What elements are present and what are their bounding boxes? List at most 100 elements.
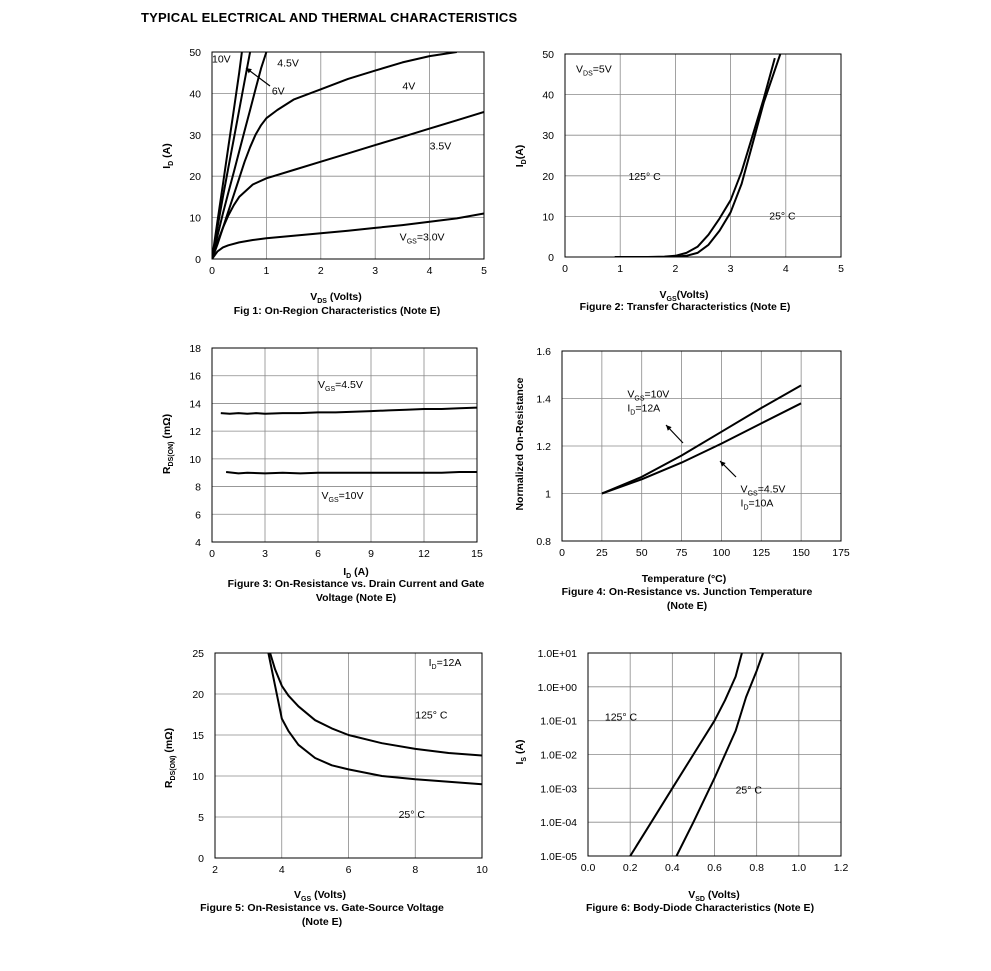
x-tick-label: 5 (481, 265, 487, 277)
x-tick-label: 0 (209, 548, 215, 560)
series-line-4 (212, 52, 457, 259)
curve-label: VGS=3.0V (400, 231, 445, 245)
y-tick-label: 30 (189, 130, 201, 142)
x-tick-label: 50 (636, 547, 648, 559)
series-line-2 (601, 402, 802, 495)
annotation-arrowhead (666, 425, 672, 431)
y-tick-label: 1.4 (536, 394, 551, 406)
figure-caption: Fig 1: On-Region Characteristics (Note E… (234, 305, 441, 317)
x-tick-label: 4 (279, 864, 285, 876)
y-tick-label: 1.0E-01 (540, 716, 577, 728)
y-tick-label: 0 (195, 254, 201, 266)
plot-frame (564, 53, 842, 258)
curve-label: 3.5V (430, 140, 452, 152)
curve-label: 25° C (736, 785, 763, 797)
plot-frame (211, 51, 485, 260)
curve-label: VGS=10V (322, 490, 364, 504)
x-tick-label: 100 (713, 547, 731, 559)
y-tick-label: 5 (198, 812, 204, 824)
series-line-1 (614, 57, 776, 257)
figure-caption: Figure 3: On-Resistance vs. Drain Curren… (228, 578, 485, 590)
y-tick-label: 30 (542, 130, 554, 142)
y-tick-label: 10 (542, 211, 554, 223)
y-tick-label: 0 (548, 252, 554, 264)
y-axis-label: Normalized On-Resistance (514, 377, 526, 510)
plot-frame (587, 652, 842, 857)
x-tick-label: 75 (676, 547, 688, 559)
curve-label: 125° C (628, 171, 661, 183)
x-tick-label: 25 (596, 547, 608, 559)
y-tick-label: 18 (189, 343, 201, 355)
plot-frame (561, 350, 842, 542)
x-tick-label: 10 (476, 864, 488, 876)
x-tick-label: 125 (753, 547, 771, 559)
y-tick-label: 15 (192, 730, 204, 742)
x-tick-label: 150 (792, 547, 810, 559)
y-axis-label: IS (A) (514, 739, 528, 764)
y-tick-label: 10 (189, 213, 201, 225)
series-line-1 (629, 653, 743, 856)
x-axis-label: ID (A) (343, 566, 368, 580)
x-tick-label: 0 (209, 265, 215, 277)
y-axis-label: ID(A) (514, 145, 528, 168)
curve-label: VGS=4.5V (318, 379, 363, 393)
chart-4: 0 25 50 75 100 125 150 1750.811.21.41.6VGS=10VI… (514, 346, 850, 612)
y-tick-label: 1.0E-04 (540, 817, 577, 829)
y-tick-label: 20 (192, 689, 204, 701)
curve-label: VGS=10V (627, 388, 669, 402)
x-tick-label: 4 (783, 263, 789, 275)
series-line-2 (225, 471, 477, 475)
figure-caption-line2: Voltage (Note E) (316, 592, 396, 604)
series-line-1 (269, 653, 482, 757)
x-axis-label: VDS (Volts) (310, 291, 362, 305)
x-axis-label: Temperature (°C) (642, 573, 727, 585)
x-tick-label: 3 (728, 263, 734, 275)
x-tick-label: 1.2 (834, 862, 849, 874)
y-tick-label: 6 (195, 509, 201, 521)
x-tick-label: 0 (559, 547, 565, 559)
y-tick-label: 1.6 (536, 346, 551, 358)
y-tick-label: 1.2 (536, 441, 551, 453)
x-tick-label: 0.6 (707, 862, 722, 874)
series-line-2 (267, 653, 482, 786)
y-tick-label: 1 (545, 489, 551, 501)
y-axis-label: RDS(ON) (mΩ) (163, 728, 177, 788)
series-line-1 (601, 384, 802, 495)
curve-label: 25° C (399, 809, 426, 821)
y-tick-label: 50 (189, 47, 201, 59)
x-tick-label: 0.2 (623, 862, 638, 874)
figure-caption: Figure 5: On-Resistance vs. Gate-Source … (200, 902, 444, 914)
y-tick-label: 20 (189, 171, 201, 183)
series-line-5 (212, 111, 484, 259)
y-tick-label: 1.0E+00 (538, 682, 578, 694)
curve-label: VDS=5V (576, 63, 612, 77)
curve-label: 4.5V (277, 57, 299, 69)
y-tick-label: 10 (192, 771, 204, 783)
y-tick-label: 1.0E-03 (540, 783, 577, 795)
curve-label: ID=12A (429, 657, 462, 671)
x-tick-label: 0.0 (581, 862, 596, 874)
curve-label: 4V (402, 80, 415, 92)
series-line-1 (220, 406, 477, 415)
series-line-2 (631, 54, 782, 257)
chart-5: 2 4 6 8 10 0 5 10 15 20 25 ID=12A 125° C 25° C VGS (Vo… (163, 648, 488, 928)
x-tick-label: 0 (562, 263, 568, 275)
y-tick-label: 1.0E+01 (538, 648, 578, 660)
y-tick-label: 12 (189, 426, 201, 438)
series-line-1 (212, 52, 243, 259)
y-tick-label: 20 (542, 171, 554, 183)
y-tick-label: 0 (198, 853, 204, 865)
annotation-arrowhead (720, 461, 726, 467)
plot-frame (211, 347, 478, 543)
x-tick-label: 1.0 (792, 862, 807, 874)
figure-caption: Figure 4: On-Resistance vs. Junction Tem… (562, 586, 813, 598)
series-line-3 (212, 52, 268, 259)
x-tick-label: 8 (412, 864, 418, 876)
y-tick-label: 40 (189, 88, 201, 100)
x-tick-label: 6 (346, 864, 352, 876)
x-axis-label: VGS (Volts) (294, 889, 346, 903)
x-tick-label: 12 (418, 548, 430, 560)
x-tick-label: 3 (262, 548, 268, 560)
